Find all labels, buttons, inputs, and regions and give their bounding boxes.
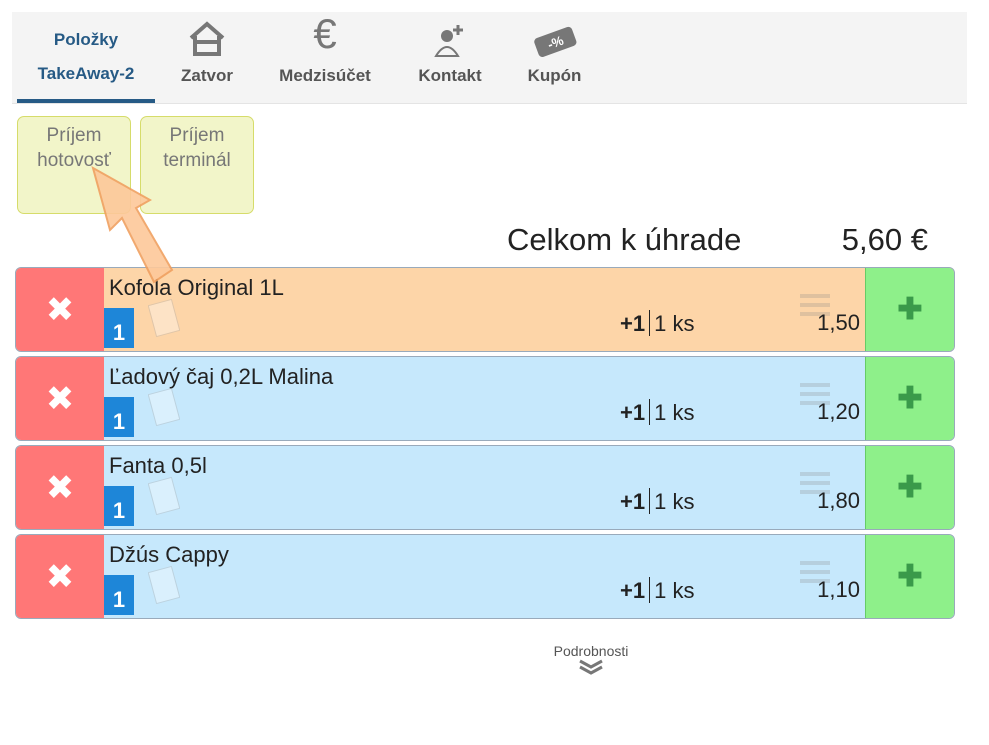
- add-item-button[interactable]: ✚: [865, 357, 954, 440]
- tab-close-label: Zatvor: [181, 66, 233, 85]
- menu-icon[interactable]: [800, 383, 830, 410]
- item-price: 1,20: [817, 399, 860, 424]
- quantity-value: 1 ks: [654, 400, 695, 425]
- quantity[interactable]: +1 1 ks: [620, 488, 694, 515]
- seat-badge: 1: [104, 486, 134, 526]
- item-name: Džús Cappy: [109, 542, 229, 567]
- tab-subtotal[interactable]: € Medzisúčet: [270, 10, 380, 103]
- order-item-row[interactable]: ✖ Kofola Original 1L 1 +1 1 ks 1,50 ✚: [15, 267, 955, 352]
- quantity-value: 1 ks: [654, 489, 695, 514]
- seat-badge: 1: [104, 397, 134, 437]
- close-x-icon: ✖: [45, 290, 75, 329]
- add-item-button[interactable]: ✚: [865, 535, 954, 618]
- item-name: Kofola Original 1L: [109, 275, 284, 300]
- tab-close[interactable]: Zatvor: [172, 12, 242, 103]
- order-item-row[interactable]: ✖ Džús Cappy 1 +1 1 ks 1,10 ✚: [15, 534, 955, 619]
- item-price: 1,10: [817, 577, 860, 602]
- remove-item-button[interactable]: ✖: [16, 535, 104, 618]
- add-item-button[interactable]: ✚: [865, 446, 954, 529]
- menu-icon[interactable]: [800, 294, 830, 321]
- tab-items-label: Položky: [53, 30, 119, 49]
- order-item-row[interactable]: ✖ Ľadový čaj 0,2L Malina 1 +1 1 ks 1,20 ✚: [15, 356, 955, 441]
- order-item-row[interactable]: ✖ Fanta 0,5l 1 +1 1 ks 1,80 ✚: [15, 445, 955, 530]
- house-icon: [172, 12, 242, 58]
- plus-icon: ✚: [897, 293, 923, 326]
- increment-label: +1: [620, 311, 646, 336]
- seat-badge: 1: [104, 575, 134, 615]
- coupon-icon: -%: [517, 12, 592, 58]
- item-price: 1,50: [817, 310, 860, 335]
- top-nav: Položky TakeAway-2 Zatvor € Medzisúčet K…: [12, 10, 967, 104]
- quantity[interactable]: +1 1 ks: [620, 399, 694, 426]
- remove-item-button[interactable]: ✖: [16, 446, 104, 529]
- total-value: 5,60 €: [841, 222, 928, 257]
- tab-contact[interactable]: Kontakt: [410, 12, 490, 103]
- tab-subtotal-label: Medzisúčet: [279, 66, 371, 85]
- menu-icon[interactable]: [800, 561, 830, 588]
- total-label: Celkom k úhrade: [507, 222, 742, 257]
- quantity-value: 1 ks: [654, 311, 695, 336]
- terminal-payment-button[interactable]: Príjem terminál: [140, 116, 254, 214]
- increment-label: +1: [620, 400, 646, 425]
- pointer-arrow-icon: [91, 165, 174, 284]
- plus-icon: ✚: [897, 560, 923, 593]
- remove-item-button[interactable]: ✖: [16, 268, 104, 351]
- quantity[interactable]: +1 1 ks: [620, 310, 694, 337]
- tab-items[interactable]: Položky TakeAway-2: [17, 12, 155, 103]
- tab-coupon[interactable]: -% Kupón: [517, 12, 592, 103]
- note-icon[interactable]: [148, 476, 180, 516]
- tab-order-label: TakeAway-2: [37, 64, 135, 83]
- tab-contact-label: Kontakt: [418, 66, 482, 85]
- close-x-icon: ✖: [45, 379, 75, 418]
- details-toggle[interactable]: Podrobnosti: [520, 643, 662, 678]
- close-x-icon: ✖: [45, 468, 75, 507]
- user-add-icon: [410, 12, 490, 58]
- menu-icon[interactable]: [800, 472, 830, 499]
- close-x-icon: ✖: [45, 557, 75, 596]
- add-item-button[interactable]: ✚: [865, 268, 954, 351]
- seat-badge: 1: [104, 308, 134, 348]
- svg-text:-%: -%: [545, 32, 565, 52]
- increment-label: +1: [620, 578, 646, 603]
- item-name: Fanta 0,5l: [109, 453, 207, 478]
- note-icon[interactable]: [148, 387, 180, 427]
- remove-item-button[interactable]: ✖: [16, 357, 104, 440]
- item-price: 1,80: [817, 488, 860, 513]
- double-chevron-down-icon: [579, 659, 603, 675]
- plus-icon: ✚: [897, 382, 923, 415]
- quantity[interactable]: +1 1 ks: [620, 577, 694, 604]
- note-icon[interactable]: [148, 298, 180, 338]
- tab-coupon-label: Kupón: [527, 66, 582, 85]
- increment-label: +1: [620, 489, 646, 514]
- details-label: Podrobnosti: [553, 643, 629, 659]
- plus-icon: ✚: [897, 471, 923, 504]
- quantity-value: 1 ks: [654, 578, 695, 603]
- active-tab-underline: [17, 99, 155, 103]
- note-icon[interactable]: [148, 565, 180, 605]
- item-name: Ľadový čaj 0,2L Malina: [109, 364, 334, 389]
- euro-icon: €: [313, 10, 337, 57]
